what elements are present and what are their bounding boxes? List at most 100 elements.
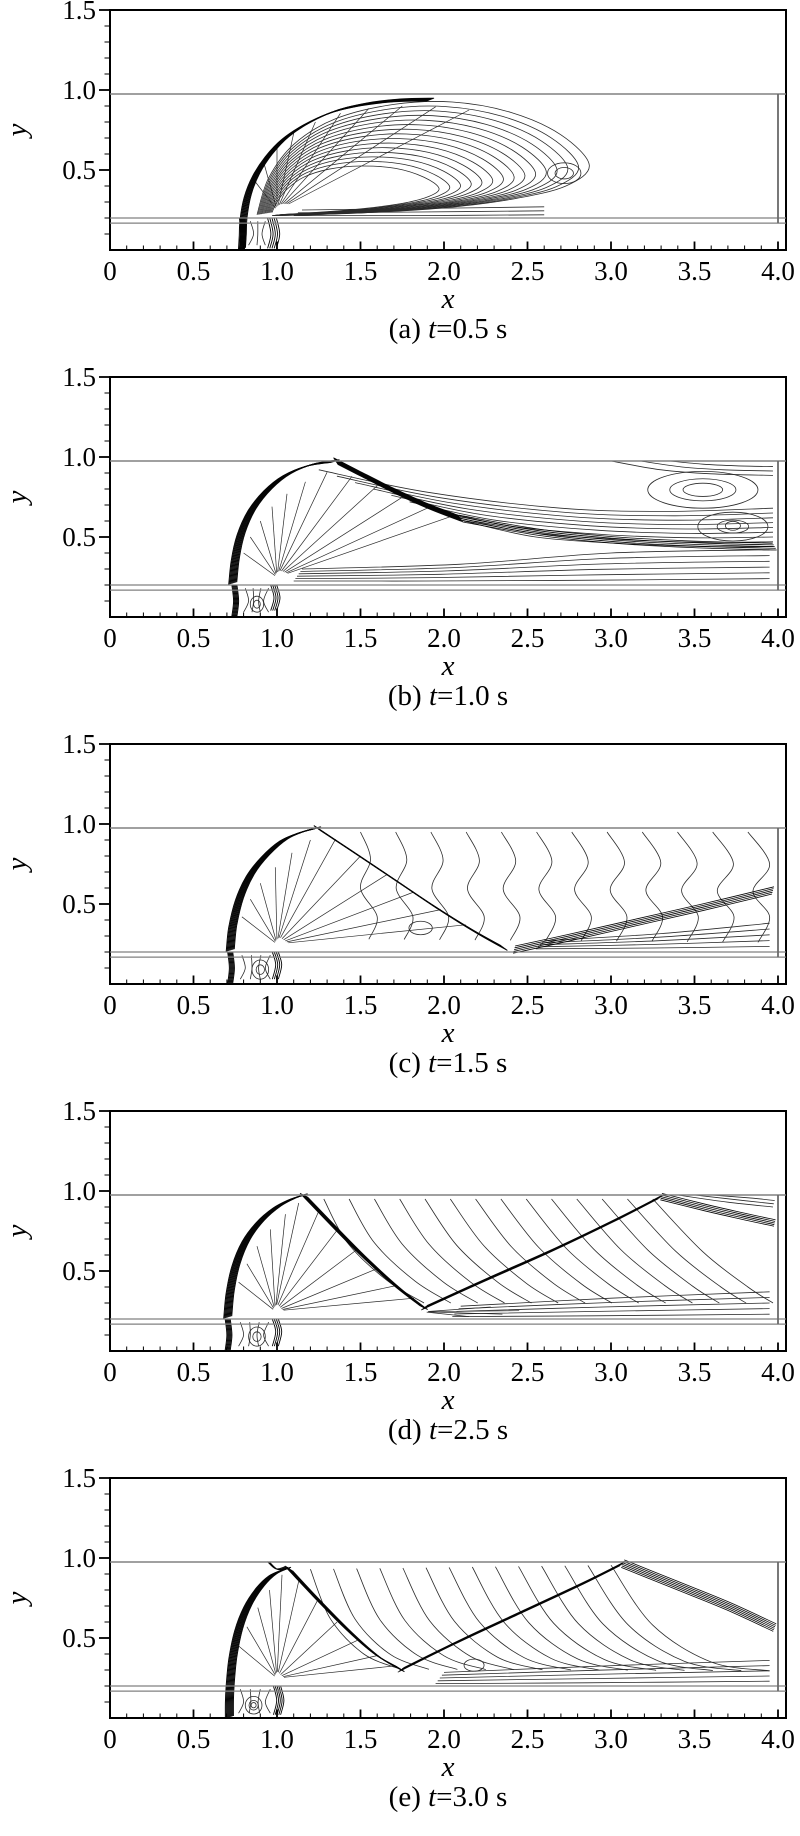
fan-lines bbox=[288, 109, 470, 205]
caption-index: (a) bbox=[388, 313, 429, 345]
channel-walls bbox=[110, 460, 786, 591]
x-tick-label: 0 bbox=[103, 623, 117, 653]
slot-shock bbox=[241, 217, 245, 249]
near-floor-contours bbox=[293, 578, 770, 582]
spread-contours bbox=[318, 469, 774, 512]
near-floor-contours bbox=[456, 1302, 770, 1312]
fan-lines bbox=[257, 1607, 277, 1674]
slot-shock-2 bbox=[276, 1685, 281, 1715]
y-tick-label: 0.5 bbox=[62, 155, 96, 185]
fan-lines bbox=[282, 108, 370, 205]
caption-value: =3.0 s bbox=[436, 1781, 508, 1813]
fan-lines bbox=[285, 891, 415, 942]
fan-lines bbox=[276, 1202, 300, 1305]
incident-shock bbox=[333, 457, 459, 516]
bow-shock bbox=[235, 459, 339, 583]
fan-lines bbox=[259, 883, 277, 941]
wavy-contours bbox=[501, 831, 521, 941]
near-floor-contours bbox=[454, 1308, 770, 1315]
axis-ticks bbox=[99, 9, 779, 250]
near-floor-contours bbox=[452, 1313, 770, 1317]
x-tick-label: 4.0 bbox=[761, 990, 795, 1020]
near-floor-contours bbox=[443, 1660, 770, 1673]
caption-variable: t bbox=[428, 1414, 437, 1446]
slot-shock-2 bbox=[280, 1685, 285, 1715]
fan-lines bbox=[238, 1281, 274, 1310]
near-floor-contours bbox=[293, 214, 545, 217]
slot-vortex bbox=[244, 1695, 263, 1715]
slot-vortex bbox=[248, 1699, 259, 1711]
slot-onion bbox=[258, 955, 262, 980]
sweep-contours bbox=[379, 1568, 486, 1670]
panel-d: 0 0.5 1.0 1.5 2.0 2.5 3.0 3.5 4.0 0.5 1.0 1.5 x y (d)… bbox=[0, 1101, 800, 1468]
wavy-contours bbox=[536, 831, 557, 941]
slot-vortex bbox=[250, 1702, 257, 1709]
x-tick-label: 0.5 bbox=[177, 990, 211, 1020]
fan-lines bbox=[280, 1621, 338, 1675]
reflection-point-fan bbox=[426, 1311, 470, 1317]
sweep-contours bbox=[576, 1198, 693, 1304]
sweep-contours bbox=[627, 1198, 747, 1304]
y-axis-title: y bbox=[1, 1224, 33, 1240]
slot-shock bbox=[228, 951, 231, 983]
wavy-contours bbox=[677, 831, 699, 942]
contour-field bbox=[223, 1192, 776, 1350]
fan-lines bbox=[276, 1574, 283, 1672]
incident-shock bbox=[319, 829, 507, 951]
x-tick-label: 2.0 bbox=[427, 1357, 461, 1387]
reflected-shock bbox=[513, 893, 773, 954]
contour-plot-e: 0 0.5 1.0 1.5 2.0 2.5 3.0 3.5 4.0 0.5 1.0 1.5 x y bbox=[1, 1468, 795, 1780]
slot-shock-2 bbox=[278, 1685, 283, 1715]
y-tick-label: 0.5 bbox=[62, 1256, 96, 1286]
wavy-contours bbox=[747, 831, 771, 943]
second-reflected-shock bbox=[660, 1199, 774, 1227]
shear-layer bbox=[458, 514, 773, 544]
fan-lines bbox=[281, 1640, 358, 1677]
slot-vortex bbox=[253, 599, 261, 609]
slot-onion bbox=[243, 588, 250, 613]
slot-shock bbox=[230, 951, 233, 983]
x-axis-title: x bbox=[441, 1384, 455, 1413]
plume-contours bbox=[271, 165, 440, 215]
sweep-contours bbox=[587, 1565, 742, 1672]
caption-value: =1.0 s bbox=[437, 680, 509, 712]
y-tick-label: 1.0 bbox=[62, 809, 96, 839]
tip-vortex bbox=[554, 167, 574, 180]
y-tick-label: 1.0 bbox=[62, 75, 96, 105]
caption-index: (c) bbox=[388, 1047, 429, 1079]
spread-contours bbox=[355, 482, 774, 521]
y-tick-label: 1.5 bbox=[62, 1468, 96, 1493]
bow-shock bbox=[231, 1193, 308, 1317]
second-reflected-shock bbox=[621, 1565, 774, 1631]
near-floor-contours bbox=[542, 928, 770, 944]
x-tick-label: 4.0 bbox=[761, 623, 795, 653]
sweep-contours bbox=[541, 1565, 685, 1671]
bow-shock bbox=[233, 826, 322, 950]
fan-lines bbox=[269, 1589, 277, 1673]
bow-shock bbox=[225, 828, 314, 952]
slot-shock bbox=[228, 1318, 232, 1350]
incident-shock bbox=[336, 461, 462, 521]
slot-shock-2 bbox=[272, 584, 277, 611]
slot-shock bbox=[233, 584, 237, 616]
y-tick-label: 1.5 bbox=[62, 0, 96, 25]
y-tick-label: 1.5 bbox=[62, 734, 96, 759]
reflected-shock bbox=[397, 1565, 621, 1673]
fan-lines bbox=[284, 105, 403, 205]
panel-b: 0 0.5 1.0 1.5 2.0 2.5 3.0 3.5 4.0 0.5 1.0 1.5 x y (b)… bbox=[0, 367, 800, 734]
x-tick-label: 4.0 bbox=[761, 1724, 795, 1754]
caption-index: (b) bbox=[387, 680, 429, 712]
fan-lines bbox=[281, 855, 361, 939]
slot-shock bbox=[224, 1318, 228, 1350]
fan-lines bbox=[282, 1285, 398, 1310]
sweep-contours bbox=[348, 1198, 452, 1304]
x-tick-label: 0 bbox=[103, 1724, 117, 1754]
second-reflected-shock bbox=[623, 1560, 776, 1626]
near-floor-contours bbox=[544, 922, 770, 942]
contour-field bbox=[225, 825, 775, 983]
fan-lines bbox=[279, 1601, 318, 1674]
slot-onion bbox=[263, 588, 269, 613]
fan-lines bbox=[282, 1655, 378, 1678]
slot-vortex bbox=[249, 595, 265, 613]
plume-contours bbox=[258, 110, 569, 216]
